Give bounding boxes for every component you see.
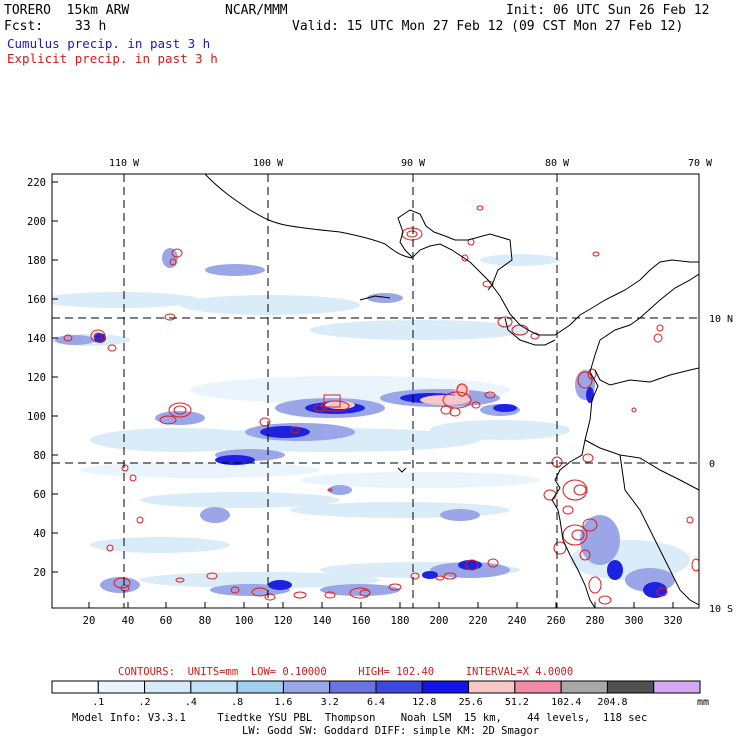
- colorbar-swatch: [282, 680, 331, 694]
- physics-info: LW: Godd SW: Goddard DIFF: simple KM: 2D…: [242, 725, 540, 737]
- lon-label: 110 W: [109, 158, 140, 169]
- lon-label: 80 W: [545, 158, 570, 169]
- colorbar-tick-label: 204.8: [597, 697, 628, 708]
- contours-high: HIGH= 102.40: [358, 666, 435, 678]
- precipitation-field: [52, 205, 699, 605]
- colorbar-units: mm: [697, 697, 710, 708]
- y-tick-label: 180: [27, 255, 46, 267]
- lat-label: 10 N: [709, 314, 733, 325]
- explicit-legend: Explicit precip. in past 3 h: [7, 51, 218, 66]
- x-tick-label: 100: [235, 615, 254, 627]
- colorbar-tick-label: .4: [184, 697, 197, 708]
- x-tick-label: 20: [83, 615, 96, 627]
- colorbar-swatch: [468, 680, 516, 694]
- contours-info: CONTOURS: UNITS=mm LOW= 0.10000 HIGH= 10…: [118, 666, 573, 678]
- map-frame: [51, 173, 700, 609]
- x-tick-label: 80: [199, 615, 212, 627]
- colorbar-swatch: [606, 680, 655, 694]
- colorbar-tick-label: 3.2: [320, 697, 339, 708]
- left-tick-labels: 220 200 180 160 140 120 100 80 60 40 20: [27, 177, 46, 579]
- coastline: [204, 174, 699, 608]
- y-tick-label: 40: [33, 528, 46, 540]
- colorbar: [51, 680, 701, 694]
- lon-label: 90 W: [401, 158, 426, 169]
- lat-labels: 10 N 0 10 S: [709, 314, 733, 615]
- colorbar-swatch: [421, 680, 470, 694]
- colorbar-tick-label: 1.6: [274, 697, 293, 708]
- colorbar-tick-label: 25.6: [458, 697, 483, 708]
- x-tick-label: 40: [122, 615, 135, 627]
- contours-units: UNITS=mm: [187, 666, 239, 678]
- bottom-tick-labels: 20 40 60 80 100 120 140 160 180 200 220 …: [83, 615, 683, 627]
- x-tick-label: 320: [664, 615, 683, 627]
- colorbar-swatch: [51, 680, 99, 694]
- graticule: [52, 174, 699, 608]
- x-tick-label: 140: [313, 615, 332, 627]
- x-tick-label: 220: [469, 615, 488, 627]
- x-tick-label: 200: [430, 615, 449, 627]
- y-tick-label: 120: [27, 372, 46, 384]
- colorbar-tick-label: 6.4: [366, 697, 386, 708]
- x-tick-label: 260: [547, 615, 566, 627]
- y-tick-label: 160: [27, 294, 46, 306]
- forecast-label: Fcst:: [4, 19, 44, 34]
- y-tick-label: 200: [27, 216, 46, 228]
- colorbar-tick-label: 51.2: [504, 697, 529, 708]
- y-tick-label: 140: [27, 333, 46, 345]
- colorbar-swatch: [653, 680, 701, 694]
- x-tick-label: 300: [625, 615, 644, 627]
- y-tick-label: 100: [27, 411, 46, 423]
- contours-low: LOW= 0.10000: [250, 666, 327, 678]
- colorbar-tick-label: .8: [231, 697, 244, 708]
- y-tick-label: 60: [33, 489, 46, 501]
- contours-interval: INTERVAL=X 4.0000: [465, 666, 574, 678]
- axis-ticks: [52, 181, 674, 608]
- x-tick-label: 60: [160, 615, 173, 627]
- colorbar-tick-label: 102.4: [551, 697, 582, 708]
- forecast-hour: 33 h: [75, 19, 107, 34]
- y-tick-label: 220: [27, 177, 46, 189]
- x-tick-label: 240: [508, 615, 527, 627]
- y-tick-label: 80: [33, 450, 46, 462]
- colorbar-swatch: [190, 680, 238, 694]
- init-time: Init: 06 UTC Sun 26 Feb 12: [506, 3, 710, 18]
- colorbar-swatch: [236, 680, 284, 694]
- x-tick-label: 280: [586, 615, 605, 627]
- x-tick-label: 160: [352, 615, 371, 627]
- lon-label: 100 W: [253, 158, 284, 169]
- lon-labels: 110 W 100 W 90 W 80 W 70 W: [109, 158, 713, 169]
- colorbar-tick-label: .2: [138, 697, 151, 708]
- y-tick-label: 20: [33, 567, 46, 579]
- x-tick-label: 120: [274, 615, 293, 627]
- model-info: Model Info: V3.3.1 Tiedtke YSU PBL Thomp…: [72, 712, 648, 724]
- lon-label: 70 W: [688, 158, 713, 169]
- colorbar-tick-label: .1: [92, 697, 105, 708]
- colorbar-swatch: [514, 680, 562, 694]
- colorbar-tick-label: 12.8: [412, 697, 437, 708]
- cumulus-legend: Cumulus precip. in past 3 h: [7, 36, 211, 51]
- contours-label: CONTOURS:: [118, 666, 175, 678]
- colorbar-swatch: [144, 680, 192, 694]
- x-tick-label: 180: [391, 615, 410, 627]
- colorbar-swatch: [560, 680, 608, 694]
- valid-time: Valid: 15 UTC Mon 27 Feb 12 (09 CST Mon …: [292, 19, 684, 34]
- lat-label: 10 S: [709, 604, 733, 615]
- colorbar-swatch: [97, 680, 146, 694]
- model-title: TORERO 15km ARW: [4, 3, 130, 18]
- organization: NCAR/MMM: [225, 3, 288, 18]
- lat-label: 0: [709, 459, 715, 470]
- colorbar-swatch: [375, 680, 423, 694]
- colorbar-swatch: [329, 680, 377, 694]
